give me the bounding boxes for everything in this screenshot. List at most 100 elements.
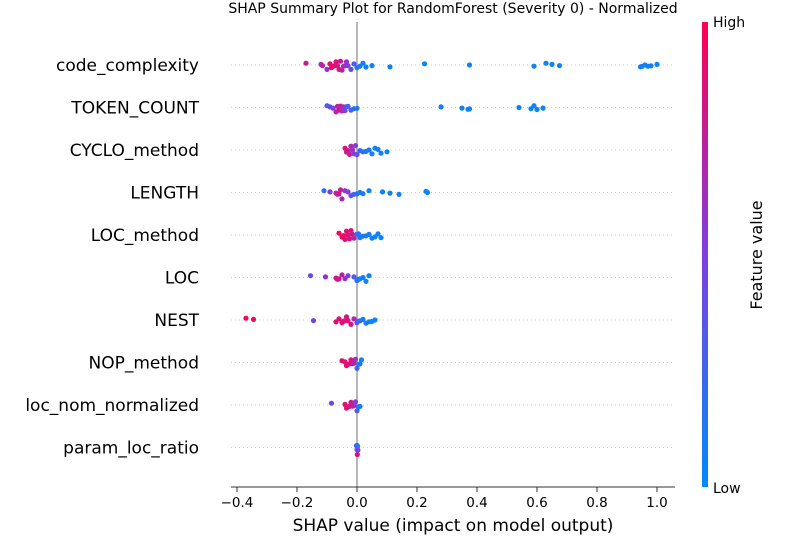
shap-point xyxy=(351,403,357,409)
shap-point xyxy=(543,60,549,66)
shap-point xyxy=(366,273,372,279)
colorbar-high-label: High xyxy=(713,15,745,31)
shap-point xyxy=(531,103,537,109)
shap-point xyxy=(355,443,361,449)
chart-title: SHAP Summary Plot for RandomForest (Seve… xyxy=(228,1,677,17)
shap-point xyxy=(339,67,345,73)
shap-point xyxy=(303,60,309,66)
shap-point xyxy=(352,143,359,149)
shap-point xyxy=(351,274,357,280)
x-tick-label: 0.4 xyxy=(466,495,487,511)
shap-point xyxy=(348,321,354,327)
shap-point xyxy=(369,151,375,157)
shap-point xyxy=(363,278,369,284)
shap-point xyxy=(378,150,384,156)
feature-label: LENGTH xyxy=(130,184,199,204)
feature-rows: code_complexity TOKEN_COUNT CYCLO_method LE… xyxy=(25,56,675,459)
shap-point xyxy=(357,403,363,409)
shap-point xyxy=(345,103,351,109)
shap-point xyxy=(250,316,257,322)
shap-point xyxy=(556,63,563,69)
x-tick-label: 0.8 xyxy=(586,495,607,511)
shap-point xyxy=(549,61,555,67)
feature-label: param_loc_ratio xyxy=(63,439,199,459)
shap-point xyxy=(354,105,360,111)
colorbar-title: Feature value xyxy=(747,200,766,309)
shap-point xyxy=(321,188,327,194)
shap-point xyxy=(339,272,345,278)
shap-point xyxy=(424,189,431,196)
shap-point xyxy=(352,356,359,362)
shap-point xyxy=(336,316,342,322)
shap-point xyxy=(337,187,344,193)
shap-point xyxy=(346,236,353,242)
feature-label: code_complexity xyxy=(56,56,199,76)
shap-point xyxy=(348,66,354,72)
shap-point xyxy=(363,64,369,70)
shap-point xyxy=(378,235,384,241)
colorbar-low-label: Low xyxy=(713,481,741,497)
shap-point xyxy=(324,66,330,72)
shap-point xyxy=(307,273,314,279)
x-tick-label: 0.6 xyxy=(526,495,547,511)
x-axis-label: SHAP value (impact on model output) xyxy=(293,516,614,536)
shap-point xyxy=(243,315,249,321)
feature-label: loc_nom_normalized xyxy=(25,396,199,416)
shap-point xyxy=(396,191,402,197)
shap-point xyxy=(336,191,342,197)
shap-point xyxy=(387,64,393,70)
shap-point xyxy=(327,189,333,195)
shap-point xyxy=(358,357,365,363)
shap-point xyxy=(330,105,336,111)
shap-point xyxy=(369,63,375,69)
feature-label: LOC xyxy=(165,269,199,289)
shap-point xyxy=(336,276,342,282)
shap-point xyxy=(357,361,363,367)
shap-point xyxy=(336,230,342,236)
x-tick-label: 0.0 xyxy=(346,495,367,511)
feature-label: CYCLO_method xyxy=(70,141,199,161)
shap-point xyxy=(351,316,357,322)
shap-point xyxy=(355,447,361,453)
shap-point xyxy=(328,400,335,406)
shap-point xyxy=(345,189,351,195)
shap-point xyxy=(345,63,351,69)
shap-point xyxy=(372,317,378,323)
x-tick-label: 0.2 xyxy=(406,495,427,511)
colorbar xyxy=(702,22,708,487)
shap-point xyxy=(366,147,372,153)
shap-point xyxy=(466,106,473,112)
shap-point xyxy=(346,151,353,157)
shap-point xyxy=(345,273,351,279)
shap-point xyxy=(342,108,348,114)
shap-point xyxy=(366,188,372,194)
x-axis-ticks: −0.4 −0.2 0.0 0.2 0.4 0.6 0.8 1.0 xyxy=(221,487,668,511)
feature-label: LOC_method xyxy=(91,226,199,246)
shap-point xyxy=(337,58,344,64)
shap-point xyxy=(351,360,357,366)
shap-point xyxy=(531,63,537,69)
shap-point xyxy=(534,106,540,113)
feature-label: TOKEN_COUNT xyxy=(70,99,199,119)
shap-point xyxy=(351,235,357,241)
shap-point xyxy=(384,149,390,155)
shap-point xyxy=(339,196,345,202)
shap-point xyxy=(354,408,360,414)
shap-point xyxy=(310,318,317,324)
shap-point xyxy=(466,62,473,68)
shap-point xyxy=(516,104,522,111)
feature-label: NOP_method xyxy=(89,354,200,374)
shap-point xyxy=(375,231,381,237)
feature-label: NEST xyxy=(154,311,199,331)
x-tick-label: 1.0 xyxy=(646,495,667,511)
shap-point xyxy=(360,274,366,281)
shap-point xyxy=(322,274,329,280)
shap-point xyxy=(540,105,546,111)
shap-point xyxy=(351,61,357,67)
shap-point xyxy=(438,104,444,110)
x-tick-label: −0.4 xyxy=(221,495,254,511)
shap-point xyxy=(459,105,465,111)
shap-point xyxy=(360,316,366,322)
shap-point xyxy=(342,236,348,242)
